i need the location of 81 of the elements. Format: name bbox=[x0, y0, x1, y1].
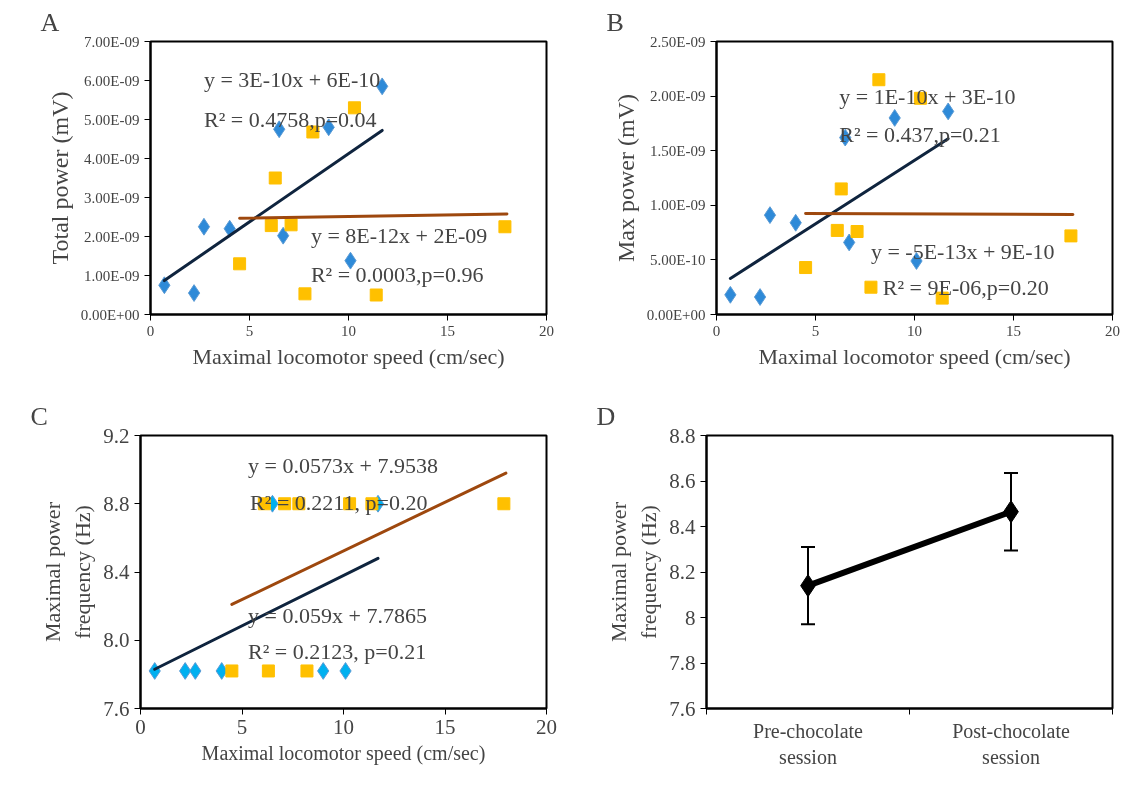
point bbox=[888, 109, 901, 127]
x-axis-title: Maximal locomotor speed (cm/sec) bbox=[201, 741, 486, 765]
point bbox=[298, 287, 312, 301]
y-tick-label: 5.00E-09 bbox=[84, 111, 140, 128]
x-tick-label: 10 bbox=[341, 322, 356, 339]
y-tick-label: 8.0 bbox=[103, 628, 130, 653]
x-tick-label: 0 bbox=[146, 322, 155, 339]
y-axis-title: Maximal power frequency (Hz) bbox=[606, 501, 662, 642]
y-tick-label: 7.00E-09 bbox=[84, 33, 140, 50]
y-tick-label: 8.8 bbox=[103, 491, 130, 516]
x-tick-label: 20 bbox=[1105, 322, 1120, 339]
y-tick-label: 1.50E-09 bbox=[650, 142, 706, 159]
annotation: R² = 0.0003,p=0.96 bbox=[310, 262, 484, 288]
x-tick-label: Pre-chocolate session bbox=[753, 719, 864, 768]
y-axis-title: Maximal power frequency (Hz) bbox=[40, 501, 96, 642]
x-tick-label: 5 bbox=[245, 322, 254, 339]
chart-title: A bbox=[40, 7, 60, 37]
y-tick-label: 0.00E+00 bbox=[80, 306, 140, 323]
y-tick-label: 7.6 bbox=[669, 696, 696, 721]
y-tick-label: 3.00E-09 bbox=[84, 189, 140, 206]
x-tick-label: Post-chocolate session bbox=[952, 719, 1070, 768]
chart-title: D bbox=[596, 401, 616, 431]
y-tick-label: 2.00E-09 bbox=[84, 228, 140, 245]
x-tick-label: 20 bbox=[536, 714, 557, 739]
y-tick-label: 2.00E-09 bbox=[650, 88, 706, 105]
x-tick-label: 0 bbox=[135, 714, 146, 739]
annotation: R² = 0.4758,p=0.04 bbox=[203, 106, 377, 132]
point bbox=[850, 225, 864, 239]
y-tick-label: 7.8 bbox=[669, 651, 696, 675]
x-tick-label: 5 bbox=[811, 322, 820, 339]
point bbox=[864, 280, 878, 294]
annotation: R² = 0.2123, p=0.21 bbox=[248, 638, 427, 664]
point bbox=[498, 220, 512, 234]
y-tick-label: 2.50E-09 bbox=[650, 33, 706, 50]
y-tick-label: 8.6 bbox=[669, 469, 696, 493]
y-tick-label: 6.00E-09 bbox=[84, 72, 140, 89]
point bbox=[187, 284, 201, 302]
annotation: y = 0.0573x + 7.9538 bbox=[248, 453, 438, 479]
annotation: y = 3E-10x + 6E-10 bbox=[203, 67, 381, 93]
point bbox=[763, 206, 777, 225]
y-tick-label: 9.2 bbox=[103, 423, 130, 448]
y-tick-label: 8.4 bbox=[103, 560, 130, 584]
point bbox=[753, 288, 767, 306]
annotation: y = -5E-13x + 9E-10 bbox=[870, 239, 1055, 265]
point bbox=[233, 257, 247, 271]
y-axis-title: Total power (mV) bbox=[46, 91, 73, 265]
y-tick-label: 1.00E-09 bbox=[650, 197, 706, 214]
y-tick-label: 8 bbox=[685, 605, 696, 630]
point bbox=[268, 171, 282, 185]
x-tick-label: 15 bbox=[434, 714, 456, 739]
x-tick-label: 15 bbox=[440, 322, 455, 339]
y-tick-label: 8.8 bbox=[669, 423, 696, 448]
point bbox=[830, 223, 844, 237]
y-tick-label: 7.6 bbox=[103, 696, 130, 721]
y-tick-label: 1.00E-09 bbox=[84, 267, 140, 284]
annotation: y = 8E-12x + 2E-09 bbox=[310, 222, 488, 248]
point bbox=[1064, 229, 1078, 243]
y-tick-label: 5.00E-10 bbox=[650, 251, 706, 268]
y-tick-label: 8.4 bbox=[669, 514, 696, 539]
chart-title: C bbox=[30, 401, 48, 431]
y-tick-label: 0.00E+00 bbox=[646, 306, 706, 323]
point bbox=[799, 261, 813, 275]
point bbox=[872, 73, 886, 87]
point bbox=[284, 218, 298, 232]
annotation: R² = 9E-06,p=0.20 bbox=[882, 274, 1049, 300]
x-axis-title: Maximal locomotor speed (cm/sec) bbox=[192, 343, 505, 369]
x-axis-title: Maximal locomotor speed (cm/sec) bbox=[758, 343, 1071, 369]
x-tick-label: 10 bbox=[907, 322, 922, 339]
point bbox=[264, 219, 278, 233]
y-tick-label: 8.2 bbox=[669, 560, 696, 584]
x-tick-label: 15 bbox=[1006, 322, 1021, 339]
x-tick-label: 0 bbox=[712, 322, 721, 339]
y-axis-title: Max power (mV) bbox=[612, 94, 639, 262]
x-tick-label: 5 bbox=[236, 714, 248, 739]
point bbox=[369, 288, 383, 302]
x-tick-label: 10 bbox=[333, 714, 354, 739]
point bbox=[197, 217, 211, 236]
point bbox=[834, 182, 848, 196]
y-tick-label: 4.00E-09 bbox=[84, 150, 140, 167]
x-tick-label: 20 bbox=[539, 322, 554, 339]
chart-title: B bbox=[606, 7, 624, 37]
